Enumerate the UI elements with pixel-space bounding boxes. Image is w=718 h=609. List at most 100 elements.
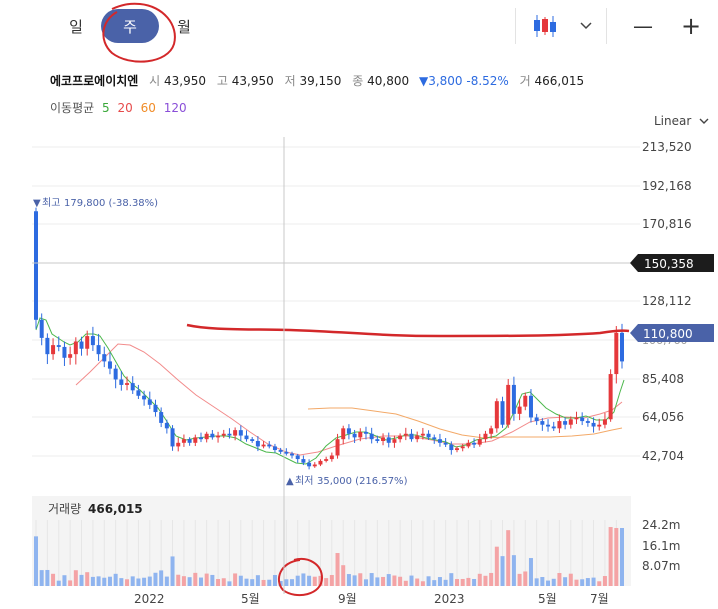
price-tick: 213,520 <box>642 140 692 154</box>
volume-bar <box>176 574 181 586</box>
volume-bar <box>477 573 482 586</box>
volume-bar <box>56 580 61 586</box>
candle-body <box>381 437 386 441</box>
volume-bar <box>204 573 209 586</box>
volume-bar <box>79 574 84 586</box>
candle-body <box>483 433 488 440</box>
current-price-tag <box>630 324 714 342</box>
time-tick: 5월 <box>538 592 557 606</box>
volume-bar <box>455 579 460 586</box>
time-tick: 5월 <box>241 592 260 606</box>
volume-bar <box>585 578 590 586</box>
volume-bar <box>602 576 607 586</box>
period-tabs: 일 주 월 — + <box>0 0 718 52</box>
volume-bar <box>534 578 539 586</box>
volume-bar <box>523 571 528 586</box>
volume-bar <box>540 577 545 586</box>
candle-body <box>221 433 226 436</box>
candle-body <box>602 419 607 425</box>
volume-bar <box>346 574 351 586</box>
annotation-circle-tab <box>102 2 176 63</box>
ma-label: 이동평균 <box>50 101 95 115</box>
candle-body <box>432 437 437 440</box>
candle-body <box>39 319 44 338</box>
volume-bar <box>506 530 511 586</box>
candle-body <box>73 341 78 355</box>
ma-120[interactable]: 120 <box>163 101 187 115</box>
candlestick-icon[interactable] <box>528 8 562 44</box>
volume-tick: 8.07m <box>642 559 680 573</box>
candle-body <box>159 412 164 423</box>
candle-body <box>113 368 118 380</box>
ma-5[interactable]: 5 <box>102 101 110 115</box>
volume-label: 거 <box>519 74 531 88</box>
candle-body <box>346 428 351 434</box>
volume-bar <box>125 579 130 586</box>
candle-body <box>312 464 317 467</box>
volume-bar <box>369 573 374 586</box>
volume-bar <box>45 569 50 586</box>
volume-bar <box>295 575 300 586</box>
candle-body <box>130 383 135 391</box>
annotation-resistance-line <box>186 323 630 338</box>
volume-bar <box>398 576 403 586</box>
volume-title: 거래량 <box>48 502 81 516</box>
volume-bar <box>472 578 477 586</box>
volume-bar <box>608 527 613 586</box>
candle-body <box>449 444 454 451</box>
ma5-line <box>35 317 625 465</box>
volume-bar <box>551 578 556 586</box>
candle-body <box>51 345 56 355</box>
candle-body <box>477 439 482 445</box>
candle-body <box>506 384 511 425</box>
candle-body <box>68 354 73 358</box>
candle-body <box>540 421 545 425</box>
low-marker-arrow: ▲ <box>286 476 294 487</box>
price-axis: 213,520 192,168 170,816 128,112 106,760 … <box>642 140 692 463</box>
volume-bar <box>113 573 118 586</box>
volume-bar <box>528 558 533 586</box>
volume-bar <box>324 578 329 586</box>
volume-bar <box>517 573 522 586</box>
chevron-down-icon[interactable] <box>575 8 597 44</box>
candle-body <box>352 433 357 438</box>
volume-bar <box>187 577 192 586</box>
tab-daily[interactable]: 일 <box>69 17 83 36</box>
scale-selector[interactable]: Linear <box>654 114 709 128</box>
annotation-circle-axis <box>278 558 324 597</box>
tab-weekly[interactable]: 주 <box>101 9 159 43</box>
volume-bar <box>358 573 363 586</box>
volume-bar <box>68 580 73 586</box>
candle-body <box>409 433 414 440</box>
candle-body <box>324 459 329 461</box>
high-marker-arrow: ▼ <box>33 198 41 209</box>
grid-lines <box>32 146 640 457</box>
volume-bar <box>580 579 585 586</box>
volume-bar <box>255 575 260 586</box>
ma-60[interactable]: 60 <box>140 101 156 115</box>
volume-bar <box>386 574 391 586</box>
price-tick: 42,704 <box>642 449 684 463</box>
volume-bar <box>278 580 283 586</box>
candle-body <box>147 399 152 405</box>
moving-average-legend: 이동평균 5 20 60 120 <box>50 99 187 116</box>
low-value: 35,000 (216.57%) <box>317 476 408 487</box>
volume-bar <box>409 575 414 586</box>
volume-bar <box>432 580 437 586</box>
zoom-in-icon[interactable]: + <box>680 12 702 40</box>
ohlc-summary: 에코프로에이치엔 시 43,950 고 43,950 저 39,150 종 40… <box>50 72 584 89</box>
zoom-out-icon[interactable]: — <box>633 14 653 38</box>
volume-bar <box>443 579 448 586</box>
volume-bar <box>483 575 488 586</box>
candle-body <box>125 383 130 385</box>
volume-amount: 466,015 <box>88 502 143 516</box>
volume-bar <box>181 576 186 586</box>
tab-monthly[interactable]: 월 <box>177 17 191 36</box>
ma-20[interactable]: 20 <box>117 101 133 115</box>
candle-body <box>204 433 209 440</box>
candle-body <box>420 433 425 436</box>
volume-bar <box>227 581 232 586</box>
candle-body <box>568 419 573 425</box>
candle-body <box>90 336 95 346</box>
